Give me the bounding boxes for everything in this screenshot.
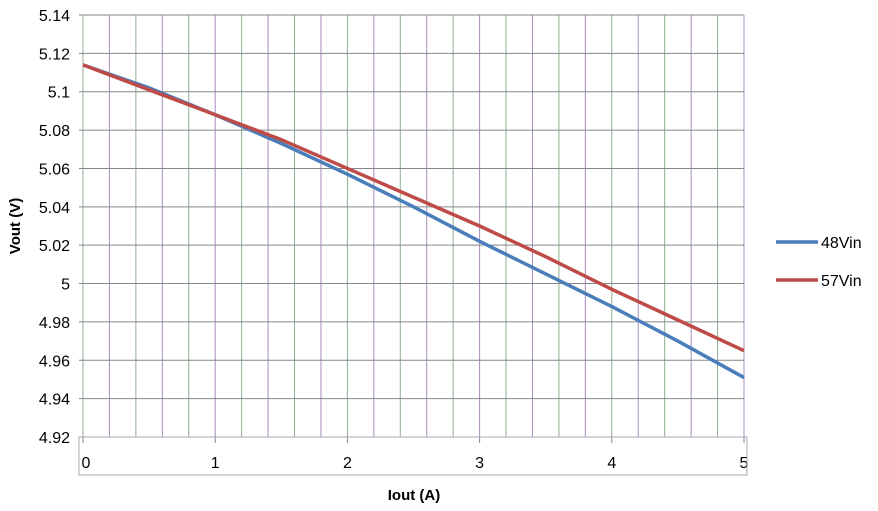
y-tick-label: 5.06 (39, 161, 70, 178)
x-axis-ticks: 0 1 2 3 4 5 (82, 437, 749, 472)
x-axis-label: Iout (A) (388, 487, 440, 504)
x-tick-label: 2 (343, 455, 352, 472)
x-tick-label: 3 (475, 455, 484, 472)
y-tick-label: 5 (61, 277, 70, 294)
y-tick-label: 4.98 (39, 315, 70, 332)
legend-label: 57Vin (821, 273, 862, 290)
y-tick-label: 5.04 (39, 200, 70, 217)
x-tick-label: 5 (740, 455, 749, 472)
y-tick-label: 4.92 (39, 430, 70, 447)
series-line-57Vin (82, 63, 745, 353)
y-axis-ticks: 4.92 4.94 4.96 4.98 5 5.02 5.04 5.06 5.08 5.1 5.12… (39, 8, 70, 447)
legend-label: 48Vin (821, 235, 862, 252)
grid (79, 14, 745, 438)
y-tick-label: 5.14 (39, 8, 70, 25)
series-line-48Vin (82, 63, 745, 380)
x-tick-label: 1 (211, 455, 220, 472)
y-tick-label: 4.96 (39, 353, 70, 370)
y-tick-label: 4.94 (39, 392, 70, 409)
y-tick-label: 5.08 (39, 123, 70, 140)
x-tick-label: 0 (82, 455, 91, 472)
series-lines (82, 63, 745, 380)
x-axis-selection-box[interactable] (78, 436, 748, 476)
y-tick-label: 5.12 (39, 46, 70, 63)
y-axis-label: Vout (V) (7, 198, 24, 254)
y-tick-label: 5.02 (39, 238, 70, 255)
y-tick-label: 5.1 (48, 85, 70, 102)
x-tick-label: 4 (607, 455, 616, 472)
legend: 48Vin 57Vin (776, 235, 862, 290)
